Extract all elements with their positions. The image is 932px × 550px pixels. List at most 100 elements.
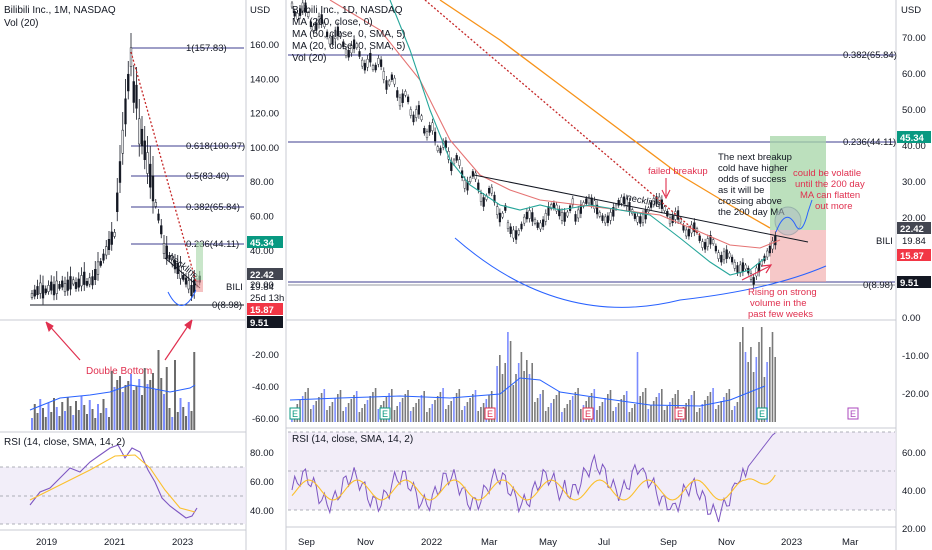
left-candle [173,260,177,270]
right-volume-bar [747,362,749,422]
left-candle [118,161,122,183]
right-candle [509,226,512,234]
left-tag-1984: 19.84 [250,282,274,293]
left-candle [80,275,83,287]
left-candle [83,271,86,285]
right-candle [685,229,688,237]
left-price-tick: 40.00 [250,246,274,257]
earnings-marker[interactable] [484,407,496,420]
left-candle [85,281,89,286]
right-candle [706,238,709,247]
right-volume-bar [731,410,733,422]
left-volume-bar [146,384,149,430]
earnings-marker[interactable] [289,407,301,420]
earnings-marker[interactable] [847,407,859,420]
left-volume-bar [53,398,55,430]
right-candle [687,228,690,237]
right-candle [744,264,747,270]
right-candle [409,109,412,116]
left-candle [55,280,58,294]
right-candle [601,215,604,221]
right-volume-bar [631,408,633,422]
left-volume-bar [127,381,130,430]
right-candle [741,262,744,272]
right-volume-bar [328,406,331,422]
earnings-marker[interactable] [674,407,686,420]
right-volume-bar [434,400,436,422]
svg-text:The next breakup: The next breakup [718,152,792,163]
right-volume-bar [558,391,560,422]
right-volume-bar [693,391,695,422]
left-fib-label: 0.5(83.40) [186,171,229,182]
right-title: Bilibili Inc., 1D, NASDAQ [292,5,403,16]
left-volume-bar [121,392,124,430]
left-candle [107,239,111,250]
left-volume-bar [75,401,77,430]
right-volume-ma [289,377,766,407]
left-candle [154,202,157,207]
right-volume-bar [355,391,358,422]
right-volume-bar [477,411,479,422]
right-volume-bar [715,409,717,422]
right-volume-bar [423,391,425,422]
right-candle [398,97,402,107]
right-candle [693,222,696,232]
right-x-tick: Jul [598,537,610,548]
earnings-marker-label: E [487,409,493,419]
right-x-tick: Sep [660,537,677,548]
right-volume-bar [412,407,415,422]
right-volume-bar [725,393,728,422]
right-volume-bar [685,403,687,422]
left-price-tick: 60.00 [250,212,274,223]
right-volume-bar [750,347,752,422]
left-candle [132,81,135,103]
right-candle [536,222,539,228]
right-candle [668,217,672,225]
svg-text:Rising on strong: Rising on strong [748,287,817,298]
right-volume-bar [436,396,439,422]
left-rsi-tick: 60.00 [250,477,274,488]
right-candle [404,91,407,96]
right-volume-bar [428,408,431,422]
right-volume-bar [461,410,463,422]
svg-text:past few weeks: past few weeks [748,309,813,320]
right-candle [701,241,704,248]
right-volume-bar [601,402,604,422]
left-x-tick: 2019 [36,537,57,548]
right-candle [704,242,707,250]
earnings-marker[interactable] [756,407,768,420]
left-volume-bar [97,404,99,430]
right-volume-bar [744,352,747,422]
right-volume-bar [688,399,690,422]
right-vol-tick: -20.00 [902,389,929,400]
left-countdown: 25d 13h [250,293,284,304]
left-volume-bar [39,399,42,430]
left-volume-bar [88,400,91,430]
right-x-tick: Nov [357,537,374,548]
left-candle [162,243,166,254]
left-volume-bar [143,368,146,430]
right-price-tick: 50.00 [902,105,926,116]
earnings-marker[interactable] [379,407,391,420]
left-candle [61,280,64,288]
right-candle [650,202,653,208]
right-volume-bar [550,403,552,422]
right-candle [339,32,342,38]
svg-text:volume in the: volume in the [750,298,807,309]
left-tag-951: 9.51 [250,318,269,329]
right-volume-bar [501,374,504,422]
left-x-tick: 2023 [172,537,193,548]
right-volume-bar [604,398,606,422]
right-ma200-label: MA (200, close, 0) [292,17,373,28]
right-volume-bar [469,398,471,422]
left-candle [33,289,36,297]
right-candle [334,30,337,39]
left-candle [165,245,168,259]
right-candle [377,58,380,65]
right-x-tick: 2023 [781,537,802,548]
right-candle [490,186,493,194]
earnings-marker[interactable] [582,407,594,420]
right-candle [596,204,599,215]
right-volume-bar [704,400,706,422]
left-volume-bar [47,403,50,430]
